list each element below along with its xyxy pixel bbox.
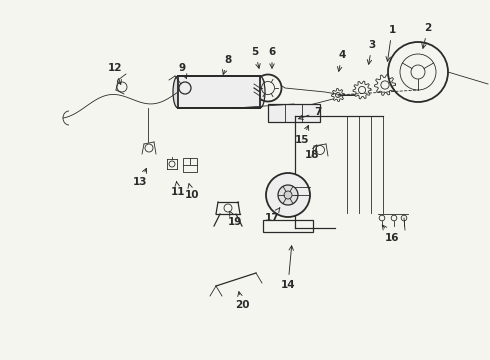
Text: 19: 19 [228, 211, 242, 227]
FancyBboxPatch shape [178, 76, 260, 108]
Text: 1: 1 [386, 25, 395, 61]
Text: 7: 7 [298, 107, 322, 120]
Text: 17: 17 [265, 208, 280, 223]
Ellipse shape [255, 76, 265, 108]
Circle shape [284, 191, 292, 199]
Text: 16: 16 [382, 225, 399, 243]
Text: 5: 5 [251, 47, 260, 68]
Text: 6: 6 [269, 47, 275, 68]
Ellipse shape [173, 76, 183, 108]
Text: 2: 2 [422, 23, 432, 48]
Text: 18: 18 [305, 145, 319, 160]
Text: 8: 8 [222, 55, 232, 75]
Text: 20: 20 [235, 292, 249, 310]
Text: 10: 10 [185, 184, 199, 200]
Text: 13: 13 [133, 168, 147, 187]
Circle shape [266, 173, 310, 217]
FancyBboxPatch shape [268, 104, 320, 122]
Text: 3: 3 [367, 40, 376, 64]
Text: 4: 4 [338, 50, 345, 71]
Text: 12: 12 [108, 63, 122, 85]
Text: 15: 15 [295, 126, 309, 145]
Text: 11: 11 [171, 181, 185, 197]
Circle shape [278, 185, 298, 205]
Text: 14: 14 [281, 246, 295, 290]
Text: 9: 9 [178, 63, 187, 79]
